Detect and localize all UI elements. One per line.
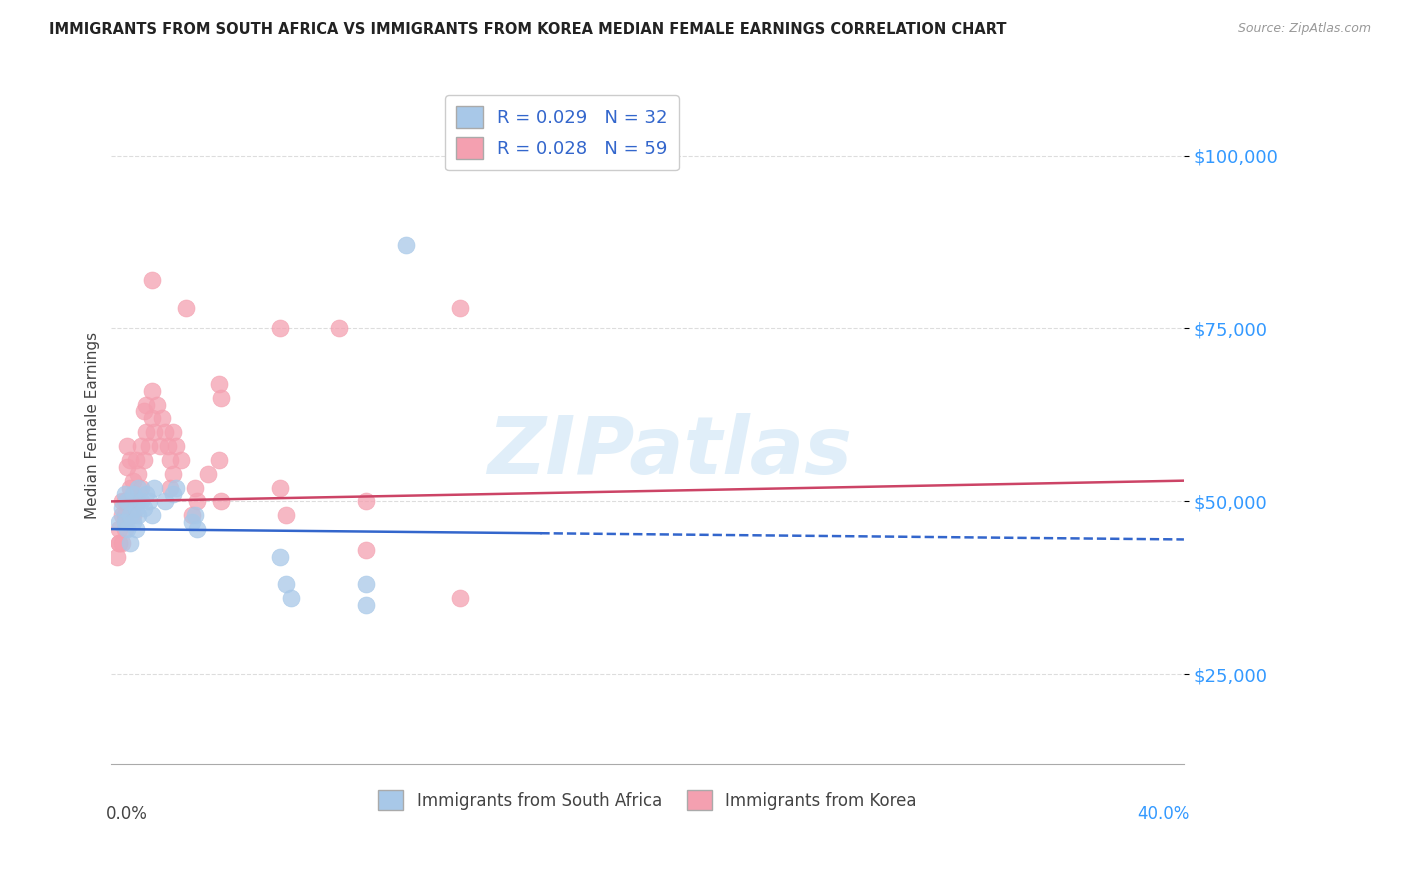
Point xyxy=(120,508,142,523)
Point xyxy=(132,453,155,467)
Point xyxy=(208,453,231,467)
Point xyxy=(108,536,131,550)
Point xyxy=(132,501,155,516)
Point xyxy=(162,425,184,440)
Point xyxy=(143,425,166,440)
Point xyxy=(354,577,377,591)
Point xyxy=(124,453,146,467)
Point xyxy=(124,522,146,536)
Legend: Immigrants from South Africa, Immigrants from Korea: Immigrants from South Africa, Immigrants… xyxy=(371,783,924,817)
Point xyxy=(159,453,181,467)
Point xyxy=(117,494,139,508)
Point xyxy=(132,404,155,418)
Point xyxy=(108,536,131,550)
Point xyxy=(180,508,202,523)
Point xyxy=(449,301,471,315)
Point xyxy=(108,522,131,536)
Y-axis label: Median Female Earnings: Median Female Earnings xyxy=(86,332,100,519)
Point xyxy=(183,508,205,523)
Point xyxy=(143,481,166,495)
Point xyxy=(159,481,181,495)
Point xyxy=(149,439,172,453)
Point xyxy=(141,384,163,398)
Point xyxy=(354,598,377,612)
Point xyxy=(208,376,231,391)
Point xyxy=(120,481,142,495)
Point xyxy=(135,487,157,501)
Point xyxy=(395,238,418,252)
Point xyxy=(105,549,128,564)
Point xyxy=(197,467,219,481)
Point xyxy=(120,453,142,467)
Point xyxy=(111,536,134,550)
Point xyxy=(114,487,136,501)
Point xyxy=(120,536,142,550)
Point xyxy=(127,467,149,481)
Point xyxy=(328,321,350,335)
Point xyxy=(141,273,163,287)
Point xyxy=(124,501,146,516)
Point xyxy=(138,439,160,453)
Point xyxy=(141,508,163,523)
Point xyxy=(121,515,143,529)
Point xyxy=(114,494,136,508)
Point xyxy=(274,577,297,591)
Point xyxy=(209,391,232,405)
Point xyxy=(129,494,152,508)
Point xyxy=(180,515,202,529)
Point xyxy=(162,487,184,501)
Point xyxy=(150,411,173,425)
Point xyxy=(170,453,193,467)
Point xyxy=(121,508,143,523)
Point xyxy=(127,508,149,523)
Point xyxy=(129,481,152,495)
Point xyxy=(153,494,176,508)
Point xyxy=(354,494,377,508)
Point xyxy=(117,459,139,474)
Point xyxy=(269,481,291,495)
Point xyxy=(183,481,205,495)
Point xyxy=(280,591,302,606)
Point xyxy=(153,425,176,440)
Point xyxy=(124,494,146,508)
Point xyxy=(114,508,136,523)
Point xyxy=(111,494,134,508)
Point xyxy=(186,522,208,536)
Point xyxy=(274,508,297,523)
Point xyxy=(117,439,139,453)
Point xyxy=(121,487,143,501)
Point xyxy=(111,508,134,523)
Point xyxy=(138,494,160,508)
Point xyxy=(135,398,157,412)
Point xyxy=(127,481,149,495)
Point xyxy=(156,439,179,453)
Text: IMMIGRANTS FROM SOUTH AFRICA VS IMMIGRANTS FROM KOREA MEDIAN FEMALE EARNINGS COR: IMMIGRANTS FROM SOUTH AFRICA VS IMMIGRAN… xyxy=(49,22,1007,37)
Point xyxy=(114,515,136,529)
Point xyxy=(111,501,134,516)
Point xyxy=(165,481,187,495)
Point xyxy=(129,439,152,453)
Point xyxy=(269,549,291,564)
Point xyxy=(117,522,139,536)
Point xyxy=(162,467,184,481)
Point xyxy=(108,515,131,529)
Text: ZIPatlas: ZIPatlas xyxy=(486,413,852,491)
Point xyxy=(135,425,157,440)
Text: 0.0%: 0.0% xyxy=(105,805,148,823)
Point xyxy=(121,474,143,488)
Point xyxy=(114,522,136,536)
Point xyxy=(146,398,169,412)
Point xyxy=(269,321,291,335)
Point xyxy=(449,591,471,606)
Point xyxy=(165,439,187,453)
Point xyxy=(176,301,198,315)
Point xyxy=(209,494,232,508)
Point xyxy=(354,542,377,557)
Point xyxy=(141,411,163,425)
Text: 40.0%: 40.0% xyxy=(1137,805,1189,823)
Point xyxy=(127,494,149,508)
Point xyxy=(186,494,208,508)
Text: Source: ZipAtlas.com: Source: ZipAtlas.com xyxy=(1237,22,1371,36)
